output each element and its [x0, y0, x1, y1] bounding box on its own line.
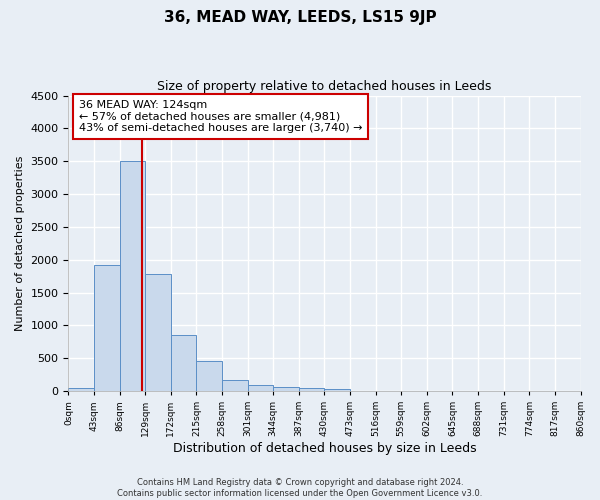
Bar [94, 265, 119, 391]
Bar [299, 388, 325, 391]
X-axis label: Distribution of detached houses by size in Leeds: Distribution of detached houses by size … [173, 442, 476, 455]
Bar [222, 380, 248, 391]
Bar [171, 335, 196, 391]
Bar [196, 361, 222, 391]
Title: Size of property relative to detached houses in Leeds: Size of property relative to detached ho… [157, 80, 491, 93]
Bar [248, 385, 273, 391]
Bar [68, 388, 94, 391]
Text: 36 MEAD WAY: 124sqm
← 57% of detached houses are smaller (4,981)
43% of semi-det: 36 MEAD WAY: 124sqm ← 57% of detached ho… [79, 100, 362, 133]
Y-axis label: Number of detached properties: Number of detached properties [15, 156, 25, 331]
Bar [145, 274, 171, 391]
Text: 36, MEAD WAY, LEEDS, LS15 9JP: 36, MEAD WAY, LEEDS, LS15 9JP [164, 10, 436, 25]
Bar [325, 389, 350, 391]
Bar [273, 388, 299, 391]
Text: Contains HM Land Registry data © Crown copyright and database right 2024.
Contai: Contains HM Land Registry data © Crown c… [118, 478, 482, 498]
Bar [119, 161, 145, 391]
